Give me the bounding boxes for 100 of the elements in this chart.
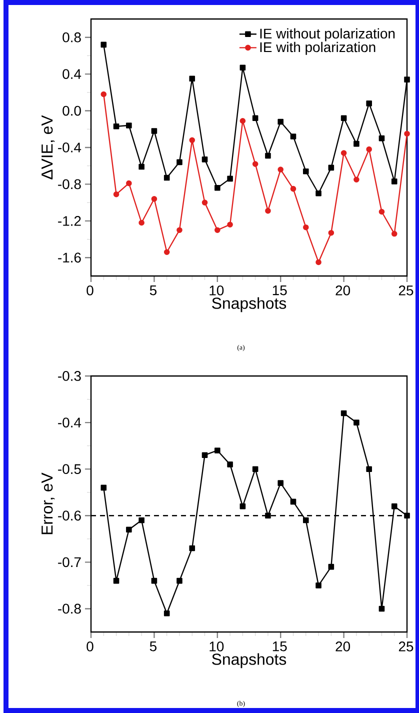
point xyxy=(378,135,385,142)
x-tick-label: 0 xyxy=(86,642,94,652)
point xyxy=(265,208,271,214)
point xyxy=(354,420,360,426)
point xyxy=(189,545,196,552)
x-tick-label: 25 xyxy=(398,642,414,652)
y-tick-label: -1.2 xyxy=(58,216,81,226)
point xyxy=(113,578,120,584)
point xyxy=(265,512,271,519)
y-tick-label: 0.4 xyxy=(62,69,82,79)
y-tick-label: -0.6 xyxy=(58,510,81,521)
x-tick-label: 10 xyxy=(210,286,224,296)
point xyxy=(366,100,372,106)
point xyxy=(214,227,220,233)
point xyxy=(176,227,182,233)
point xyxy=(202,452,208,458)
point xyxy=(366,466,372,472)
point xyxy=(354,176,360,183)
point xyxy=(113,123,120,130)
y-tick-label: -0.5 xyxy=(58,464,81,474)
point xyxy=(202,156,208,162)
legend-label: IE without polarization xyxy=(260,28,395,42)
point xyxy=(214,448,220,454)
point xyxy=(214,184,220,191)
point xyxy=(202,200,208,206)
point xyxy=(404,76,410,82)
point xyxy=(328,164,334,171)
point xyxy=(316,582,322,588)
point xyxy=(240,64,246,71)
point xyxy=(391,503,398,510)
y-tick-label: -0.3 xyxy=(58,371,81,381)
point xyxy=(278,166,284,172)
point xyxy=(138,164,144,170)
x-axis-title: Snapshots xyxy=(212,653,286,668)
point xyxy=(340,410,347,416)
point xyxy=(252,115,258,122)
point xyxy=(340,150,347,156)
point xyxy=(126,122,132,128)
point xyxy=(278,480,284,486)
x-tick-label: 25 xyxy=(398,286,414,296)
x-tick-label: 5 xyxy=(150,286,156,296)
point xyxy=(290,186,296,192)
x-tick-label: 15 xyxy=(272,286,287,296)
point xyxy=(100,42,107,48)
y-tick-label: 0.0 xyxy=(62,106,81,116)
point xyxy=(138,220,144,226)
point xyxy=(328,230,334,236)
point xyxy=(278,118,284,125)
point xyxy=(316,259,322,266)
point xyxy=(113,191,120,198)
point xyxy=(252,466,258,472)
point xyxy=(391,230,398,237)
x-tick-label: 0 xyxy=(86,286,94,296)
point xyxy=(227,222,233,228)
x-tick-label: 10 xyxy=(210,642,224,652)
point xyxy=(366,146,372,152)
point xyxy=(138,517,144,524)
point xyxy=(189,137,196,144)
y-axis-title: ΔVIE, eV xyxy=(42,115,55,180)
point xyxy=(227,462,233,468)
point xyxy=(252,161,258,167)
point xyxy=(290,134,296,140)
point xyxy=(404,130,410,137)
point xyxy=(126,526,132,532)
point xyxy=(328,564,334,570)
x-tick-label: 20 xyxy=(336,286,350,296)
legend-label: IE with polarization xyxy=(260,42,376,55)
point xyxy=(164,249,170,256)
point xyxy=(265,152,271,159)
y-tick-label: -0.7 xyxy=(58,557,81,568)
point xyxy=(340,115,347,122)
point xyxy=(316,190,322,196)
x-tick-label: 20 xyxy=(336,642,350,652)
point xyxy=(354,140,360,147)
point xyxy=(302,168,309,174)
y-tick-label: -1.6 xyxy=(58,252,81,263)
x-axis-title: Snapshots xyxy=(212,297,286,312)
point xyxy=(176,578,182,584)
point xyxy=(164,610,170,616)
point xyxy=(126,180,132,186)
y-tick-label: -0.8 xyxy=(58,179,81,190)
point xyxy=(151,578,158,584)
point xyxy=(240,118,246,124)
y-tick-label: -0.4 xyxy=(58,418,82,428)
point xyxy=(151,196,158,202)
point xyxy=(378,208,385,215)
point xyxy=(164,174,170,181)
point xyxy=(302,224,309,230)
point xyxy=(391,178,398,184)
x-tick-label: 5 xyxy=(150,642,156,652)
y-tick-label: -0.8 xyxy=(58,604,81,614)
point xyxy=(189,76,196,82)
point xyxy=(100,91,107,98)
point xyxy=(151,128,158,134)
point xyxy=(227,176,233,182)
x-tick-label: 15 xyxy=(272,642,287,652)
point xyxy=(404,512,410,519)
y-tick-label: 0.8 xyxy=(62,32,81,42)
y-axis-title: Error, eV xyxy=(42,472,55,534)
point xyxy=(290,498,296,505)
